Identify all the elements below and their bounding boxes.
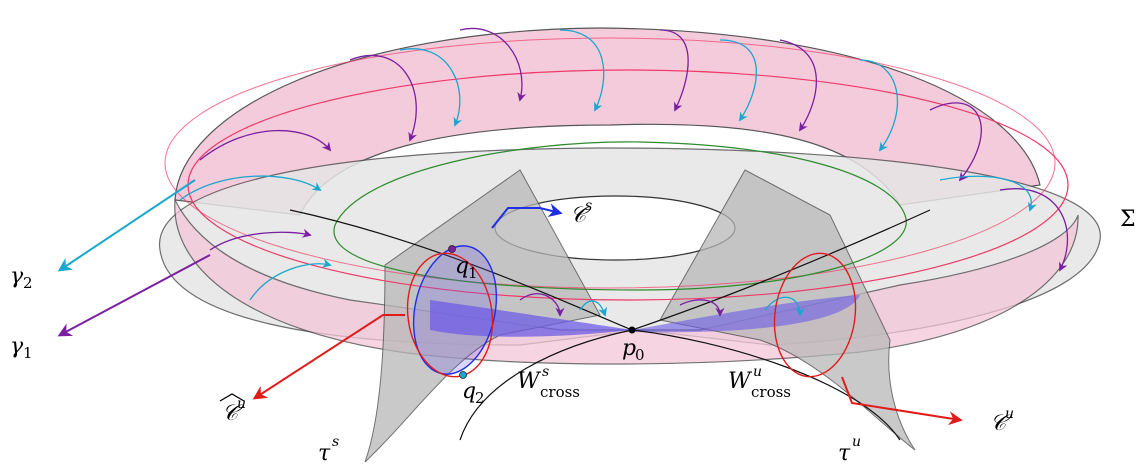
svg-text:1: 1 — [468, 264, 478, 282]
purple-trajectory — [929, 102, 982, 182]
w-s-cross-label: W s cross — [517, 364, 580, 401]
torus-back — [174, 27, 1041, 216]
q2-label: q 2 — [462, 379, 485, 407]
svg-text:u: u — [852, 434, 861, 450]
cu-arrow — [841, 376, 963, 426]
svg-text:1: 1 — [23, 344, 33, 362]
gamma2-arrow — [57, 179, 196, 272]
cyan-trajectory — [939, 175, 1037, 212]
svg-text:s: s — [332, 434, 339, 450]
svg-text:s: s — [585, 198, 592, 214]
red-section-curve-left — [406, 252, 494, 378]
purple-trajectory — [209, 228, 312, 251]
gamma1-label: γ 1 — [10, 334, 33, 362]
w-u-cross-curve — [631, 209, 931, 441]
svg-text:γ: γ — [10, 264, 24, 289]
purple-trajectory — [199, 129, 332, 161]
svg-text:τ: τ — [838, 441, 851, 464]
point-p0 — [628, 326, 636, 334]
torus-outer-curve — [164, 37, 1056, 289]
tau-s-label: τ s — [318, 434, 339, 464]
svg-text:u: u — [237, 396, 246, 412]
purple-trajectory — [999, 188, 1069, 272]
cyan-trajectory — [399, 48, 463, 127]
svg-text:τ: τ — [318, 441, 331, 464]
svg-text:cross: cross — [751, 383, 791, 401]
svg-text:q: q — [455, 254, 469, 279]
cyan-trajectory — [249, 258, 332, 301]
cyan-trajectory — [579, 300, 608, 317]
svg-text:W: W — [728, 369, 753, 394]
cs-arrow — [491, 203, 563, 229]
p0-label: p 0 — [622, 336, 645, 364]
point-q2 — [459, 371, 467, 379]
svg-text:W: W — [517, 369, 542, 394]
cyan-trajectory — [559, 29, 605, 112]
purple-trajectory — [459, 27, 527, 102]
purple-trajectory — [779, 39, 817, 132]
svg-text:p: p — [622, 336, 636, 361]
svg-text:2: 2 — [23, 274, 33, 292]
gamma2-label: γ 2 — [10, 264, 33, 292]
cu-hat-label: 𝒞 u — [219, 393, 246, 426]
green-curve — [333, 141, 907, 291]
cyan-trajectory — [764, 296, 805, 317]
svg-text:q: q — [462, 379, 476, 404]
cyan-trajectory — [719, 39, 757, 122]
cyan-trajectory — [179, 175, 322, 201]
svg-text:s: s — [542, 364, 549, 380]
unstable-wedge — [632, 295, 860, 333]
cu-label: 𝒞 u — [990, 406, 1014, 436]
svg-text:2: 2 — [475, 389, 485, 407]
red-section-curve-right — [773, 252, 857, 378]
purple-trajectory — [659, 29, 689, 112]
purple-trajectory — [519, 293, 565, 317]
svg-text:u: u — [753, 364, 762, 380]
w-u-cross-label: W u cross — [728, 364, 791, 401]
svg-text:γ: γ — [10, 334, 24, 359]
cyan-trajectory — [859, 59, 899, 152]
svg-text:u: u — [1005, 406, 1014, 422]
cu-hat-arrow — [252, 314, 405, 400]
sigma-label: Σ — [1120, 207, 1136, 232]
stable-wedge — [430, 300, 632, 337]
q1-label: q 1 — [455, 254, 478, 282]
gamma1-arrow — [57, 254, 211, 337]
purple-trajectory — [349, 54, 417, 142]
point-q1 — [448, 245, 456, 253]
tau-u-label: τ u — [838, 434, 861, 464]
svg-text:0: 0 — [635, 346, 645, 364]
purple-trajectory — [679, 299, 725, 317]
svg-text:cross: cross — [540, 383, 580, 401]
w-s-cross-curve — [289, 209, 635, 441]
trajectory-spirals — [179, 27, 1069, 317]
